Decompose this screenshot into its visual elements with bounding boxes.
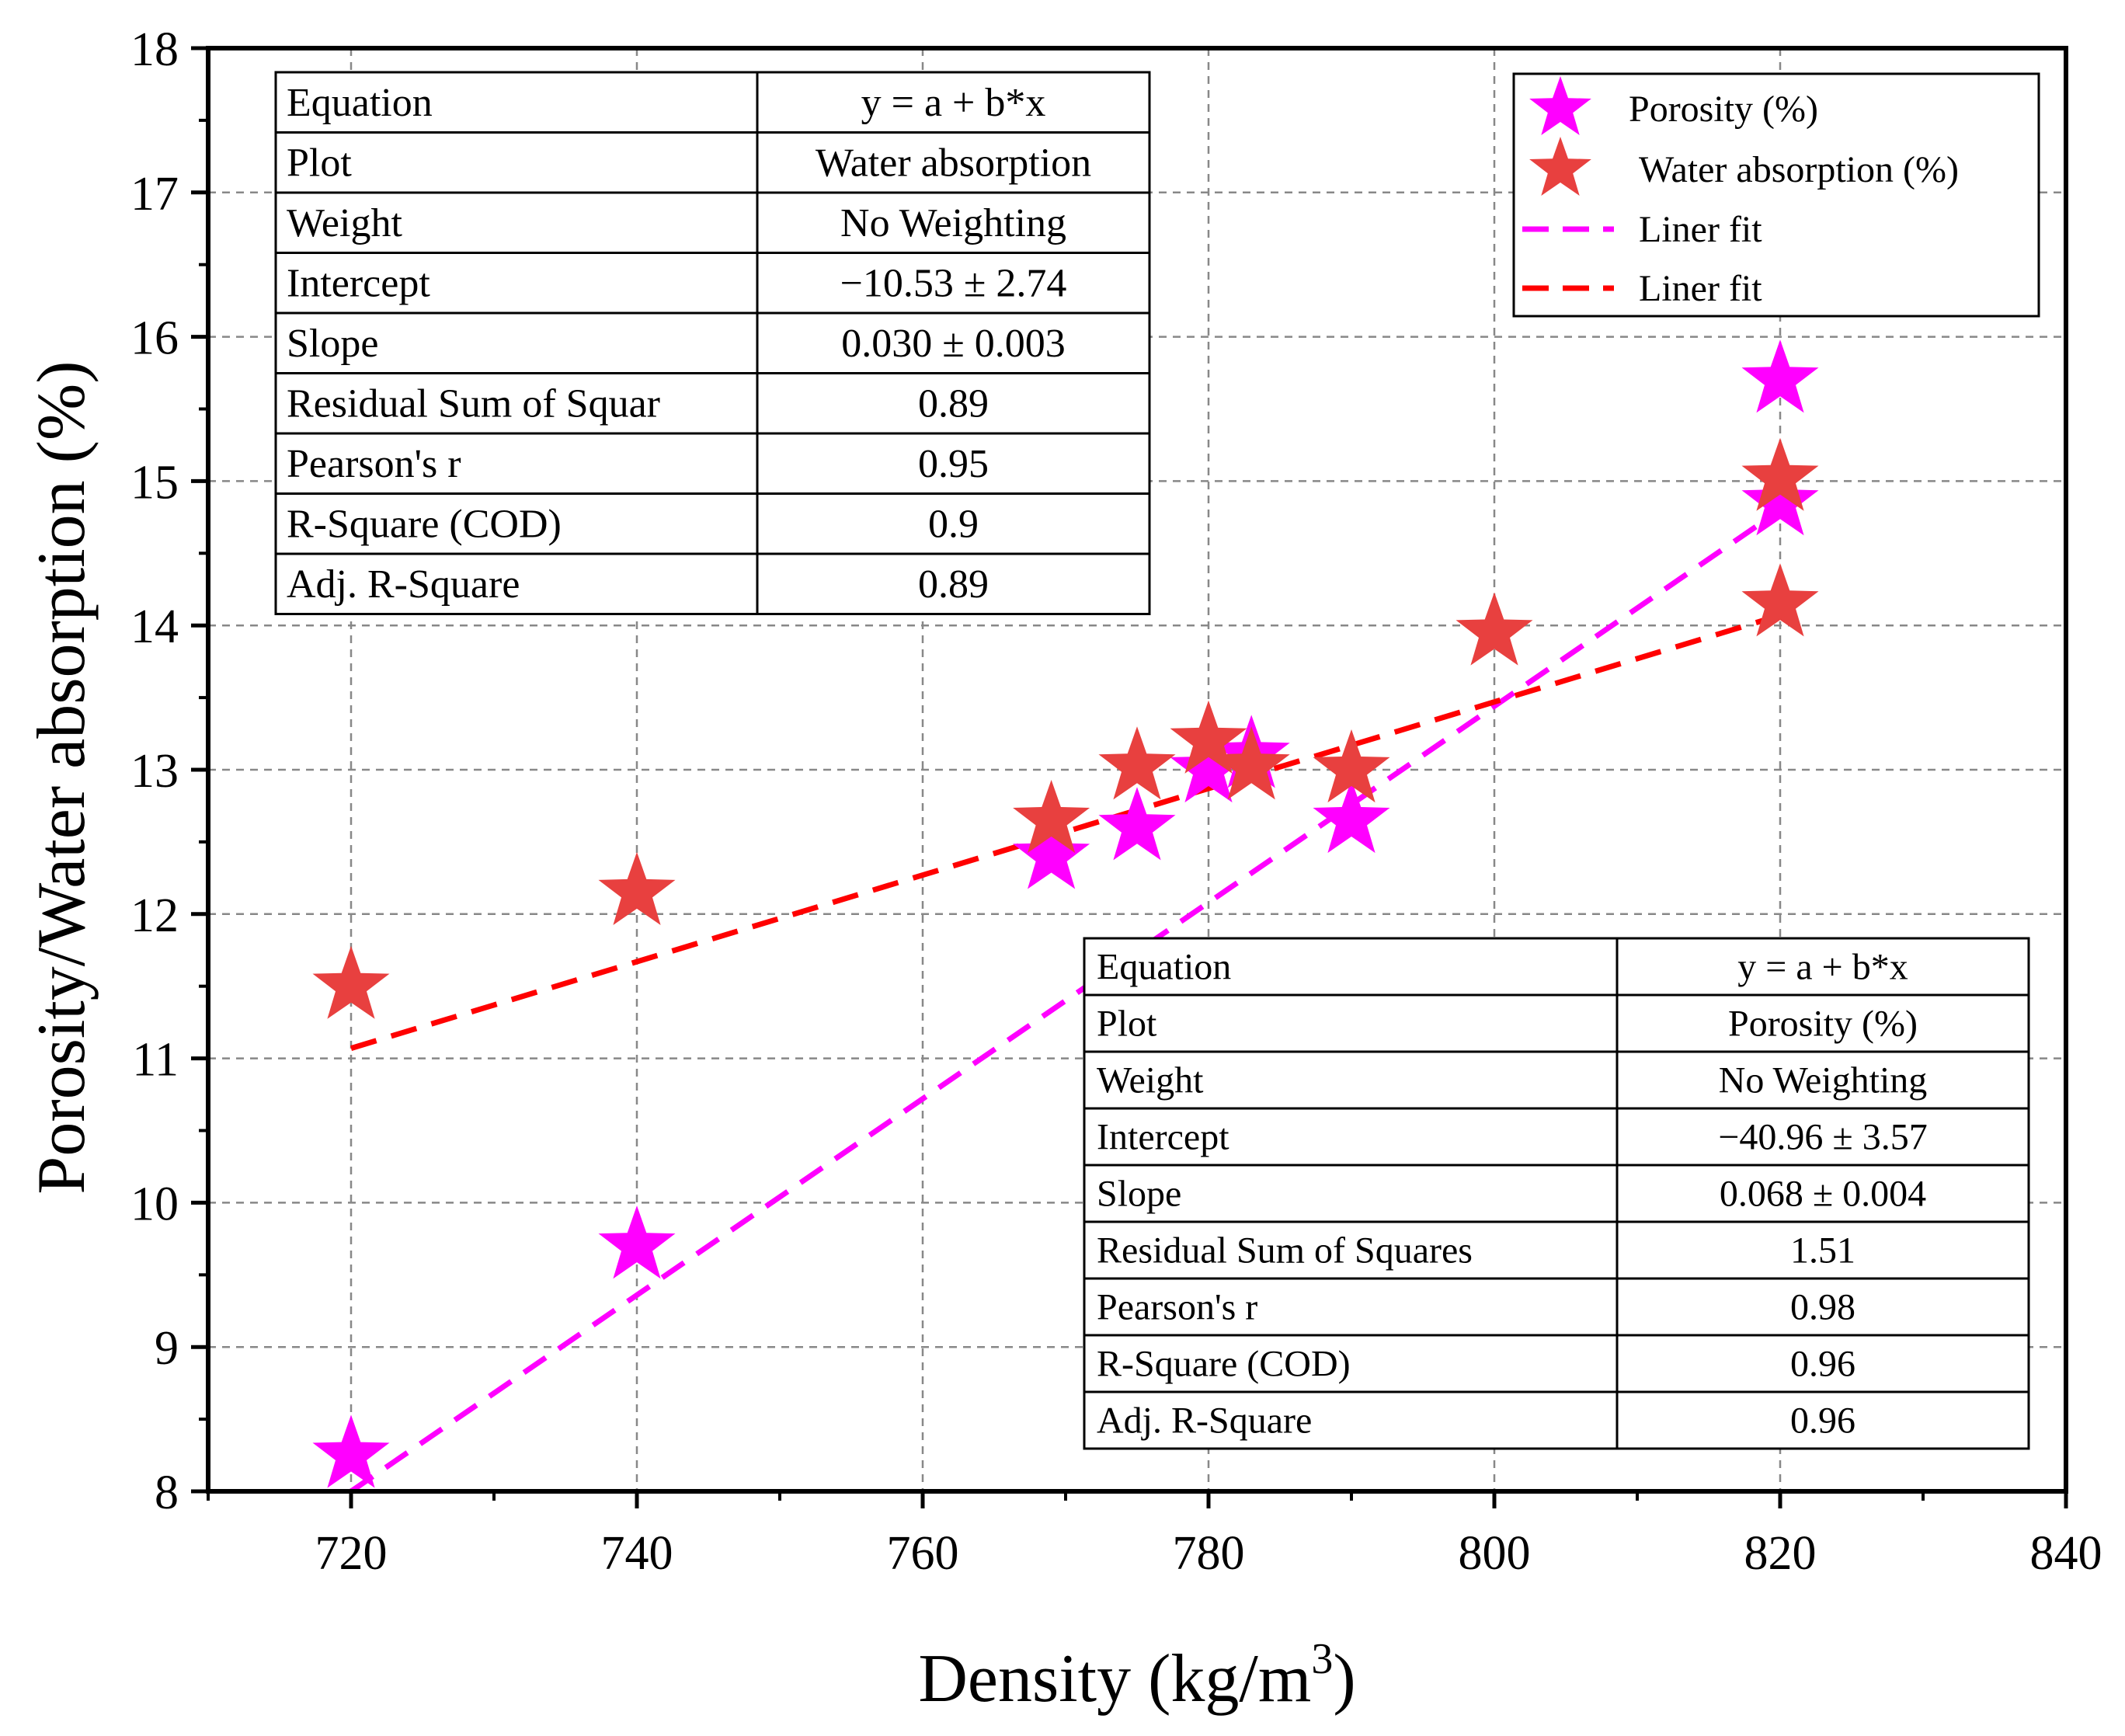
table-cell-label: R-Square (COD) xyxy=(1097,1344,1351,1385)
point-0-0 xyxy=(312,1414,390,1488)
x-tick-label: 780 xyxy=(1173,1527,1245,1580)
table-cell-value: Porosity (%) xyxy=(1728,1004,1918,1045)
point-0-6 xyxy=(1313,780,1390,854)
point-1-2 xyxy=(1013,780,1090,854)
table-cell-label: Intercept xyxy=(1097,1117,1229,1158)
table-cell-label: Intercept xyxy=(287,261,430,305)
y-tick-label: 14 xyxy=(130,600,179,653)
table-cell-value: 0.9 xyxy=(928,502,979,546)
point-1-9 xyxy=(1741,437,1819,511)
legend-label: Liner fit xyxy=(1639,268,1762,309)
fit-table-0 xyxy=(274,71,1151,615)
fit-table-1 xyxy=(1083,937,2030,1450)
table-cell-value: No Weighting xyxy=(1719,1060,1928,1101)
point-1-8 xyxy=(1741,563,1819,637)
table-cell-label: Plot xyxy=(287,141,352,185)
table-cell-label: Slope xyxy=(1097,1174,1181,1215)
table-cell-value: 0.96 xyxy=(1790,1400,1855,1442)
x-tick-label: 740 xyxy=(601,1527,673,1580)
plot-frame xyxy=(206,46,2068,1494)
fit-lines xyxy=(350,507,1782,1494)
fit-line-2 xyxy=(350,507,1782,1494)
table-cell-value: 0.96 xyxy=(1790,1344,1855,1385)
point-1-1 xyxy=(598,851,676,925)
table-cell-value: 0.95 xyxy=(918,442,989,486)
table-cell-label: Weight xyxy=(287,201,402,245)
point-1-6 xyxy=(1313,729,1390,803)
y-tick-label: 13 xyxy=(130,745,179,798)
y-tick-label: 16 xyxy=(130,312,179,365)
x-tick-label: 840 xyxy=(2030,1527,2102,1580)
y-tick-label: 18 xyxy=(130,23,179,76)
x-axis-title: Density (kg/m3) xyxy=(918,1635,1355,1717)
legend-label: Water absorption (%) xyxy=(1639,149,1959,190)
legend-label: Liner fit xyxy=(1639,209,1762,250)
table-cell-label: Equation xyxy=(287,81,433,125)
table-cell-value: −10.53 ± 2.74 xyxy=(840,261,1067,305)
table-cell-value: 0.030 ± 0.003 xyxy=(841,322,1066,366)
y-tick-label: 12 xyxy=(130,889,179,942)
point-1-4 xyxy=(1170,700,1247,774)
legend: Porosity (%) Water absorption (%) Liner fi… xyxy=(1512,72,2040,318)
table-cell-label: Residual Sum of Squares xyxy=(1097,1230,1473,1272)
point-1-5 xyxy=(1212,726,1290,800)
y-tick-label: 11 xyxy=(132,1034,179,1087)
table-cell-label: Weight xyxy=(1097,1060,1204,1101)
point-1-3 xyxy=(1098,726,1176,800)
y-tick-label: 15 xyxy=(130,456,179,509)
point-0-4 xyxy=(1170,729,1247,803)
table-cell-value: y = a + b*x xyxy=(861,81,1046,125)
x-tick-label: 820 xyxy=(1744,1527,1817,1580)
legend-marker-0 xyxy=(1529,76,1591,135)
axis-labels: Density (kg/m3) Porosity/Water absorptio… xyxy=(24,360,1356,1717)
table-cell-value: 1.51 xyxy=(1790,1230,1855,1272)
table-cell-label: Plot xyxy=(1097,1004,1157,1045)
point-0-1 xyxy=(598,1205,676,1279)
table-cell-value: No Weighting xyxy=(840,201,1066,245)
y-tick-label: 9 xyxy=(155,1322,179,1375)
table-cell-value: Water absorption xyxy=(816,141,1091,185)
legend-marker-1 xyxy=(1529,137,1591,196)
table-cell-value: 0.98 xyxy=(1790,1287,1855,1328)
point-0-8 xyxy=(1741,339,1819,413)
point-1-7 xyxy=(1456,592,1533,666)
table-cell-label: Adj. R-Square xyxy=(287,562,520,607)
table-cell-label: Equation xyxy=(1097,947,1231,988)
table-cell-label: Slope xyxy=(287,322,378,366)
y-tick-label: 17 xyxy=(130,168,179,221)
table-cell-value: −40.96 ± 3.57 xyxy=(1718,1117,1927,1158)
point-0-3 xyxy=(1098,787,1176,861)
legend-label: Porosity (%) xyxy=(1629,89,1818,130)
x-tick-label: 800 xyxy=(1459,1527,1531,1580)
fit-tables: Equation y = a + b*x Plot Water absorption W… xyxy=(274,71,2030,1450)
x-tick-label: 760 xyxy=(887,1527,959,1580)
data-points xyxy=(312,339,1819,1488)
table-cell-value: 0.068 ± 0.004 xyxy=(1720,1174,1926,1215)
table-cell-value: y = a + b*x xyxy=(1737,947,1908,988)
point-0-7 xyxy=(1741,462,1819,536)
legend-box xyxy=(1512,72,2040,318)
table-cell-label: Pearson's r xyxy=(287,442,461,486)
table-cell-label: Residual Sum of Squar xyxy=(287,381,660,426)
x-tick-label: 720 xyxy=(315,1527,388,1580)
axis-ticks: 720 740 760 780 800 820 840 8 9 10 11 12 13 14 15 16 17 1… xyxy=(130,23,2102,1580)
y-tick-label: 8 xyxy=(155,1466,179,1519)
y-axis-title: Porosity/Water absorption (%) xyxy=(24,360,99,1194)
table-cell-label: Pearson's r xyxy=(1097,1287,1257,1328)
table-cell-value: 0.89 xyxy=(918,562,989,607)
y-tick-label: 10 xyxy=(130,1178,179,1230)
point-0-2 xyxy=(1013,816,1090,889)
table-cell-label: R-Square (COD) xyxy=(287,502,562,546)
point-1-0 xyxy=(312,945,390,1019)
table-cell-value: 0.89 xyxy=(918,381,989,426)
table-cell-label: Adj. R-Square xyxy=(1097,1400,1312,1442)
